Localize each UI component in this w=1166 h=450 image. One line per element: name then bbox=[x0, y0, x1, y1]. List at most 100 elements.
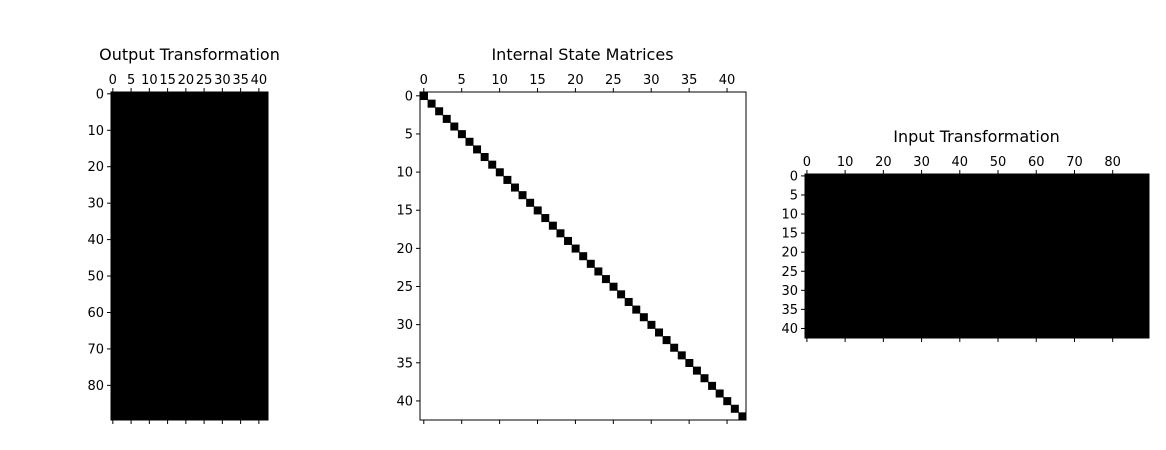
internal-state-diagonal-cell bbox=[677, 351, 686, 360]
internal-state-diagonal-cell bbox=[526, 198, 535, 207]
input-transformation-axes-frame bbox=[804, 173, 1150, 339]
input-transformation-y-tick-label: 35 bbox=[781, 303, 798, 318]
output-transformation-y-tick-label: 40 bbox=[87, 233, 104, 248]
internal-state-diagonal-cell bbox=[601, 275, 610, 284]
internal-state-x-tick-label: 25 bbox=[605, 73, 622, 88]
internal-state-diagonal-cell bbox=[579, 252, 588, 261]
internal-state-x-tick-label: 40 bbox=[719, 73, 736, 88]
internal-state-diagonal-cell bbox=[427, 99, 436, 108]
input-transformation-y-tick-label: 30 bbox=[781, 284, 798, 299]
input-transformation-y-tick-label: 40 bbox=[781, 322, 798, 337]
input-transformation-plot: 0 10 20 30 40 50 60 70 80 0 5 10 15 20 25 30 35 40 bbox=[781, 155, 1150, 342]
internal-state-diagonal-cell bbox=[624, 297, 633, 306]
internal-state-diagonal-cell bbox=[442, 114, 451, 123]
input-transformation-y-tick-label: 5 bbox=[790, 188, 798, 203]
internal-state-diagonal-cell bbox=[564, 236, 573, 245]
output-transformation-x-tick-label: 0 bbox=[109, 73, 117, 88]
internal-state-y-tick-label: 5 bbox=[405, 127, 413, 142]
internal-state-diagonal-cell bbox=[700, 374, 709, 383]
input-transformation-y-tick-label: 20 bbox=[781, 246, 798, 261]
output-transformation-y-tick-label: 70 bbox=[87, 342, 104, 357]
internal-state-x-tick-label: 35 bbox=[681, 73, 698, 88]
output-transformation-x-tick-label: 20 bbox=[178, 73, 195, 88]
input-transformation-y-tick-label: 25 bbox=[781, 265, 798, 280]
internal-state-diagonal-cell bbox=[488, 160, 497, 169]
output-transformation-title: Output Transformation bbox=[99, 45, 280, 64]
output-transformation-x-tick-label: 25 bbox=[196, 73, 213, 88]
input-transformation-panel: Input Transformation 0 10 20 30 40 50 60 70 80 0 5… bbox=[781, 127, 1150, 342]
internal-state-diagonal-cell bbox=[655, 328, 663, 337]
internal-state-diagonal-cell bbox=[632, 305, 641, 314]
output-transformation-x-tick-label: 15 bbox=[159, 73, 176, 88]
internal-state-diagonal-cell bbox=[685, 358, 694, 368]
output-transformation-y-tick-label: 20 bbox=[87, 160, 104, 175]
output-transformation-x-tick-label: 10 bbox=[141, 73, 158, 88]
output-transformation-y-tick-label: 80 bbox=[87, 379, 104, 394]
internal-state-title: Internal State Matrices bbox=[491, 45, 673, 64]
internal-state-y-tick-label: 30 bbox=[396, 318, 413, 333]
input-transformation-matrix-fill bbox=[805, 174, 1149, 338]
input-transformation-x-tick-label: 40 bbox=[952, 155, 969, 170]
internal-state-y-tick-label: 40 bbox=[396, 394, 413, 409]
internal-state-diagonal-cell bbox=[473, 145, 482, 154]
input-transformation-y-tick-label: 15 bbox=[781, 227, 798, 242]
internal-state-diagonal-cell bbox=[639, 313, 648, 322]
input-transformation-x-tick-label: 60 bbox=[1028, 155, 1045, 170]
output-transformation-y-tick-label: 30 bbox=[87, 197, 104, 212]
internal-state-diagonal-cell bbox=[692, 366, 701, 375]
internal-state-y-tick-label: 20 bbox=[396, 242, 413, 257]
internal-state-diagonal-cell bbox=[730, 404, 739, 413]
input-transformation-x-tick-label: 10 bbox=[837, 155, 854, 170]
output-transformation-y-tick-label: 0 bbox=[96, 87, 104, 102]
output-transformation-y-tick-label: 60 bbox=[87, 306, 104, 321]
output-transformation-axes-frame bbox=[110, 91, 269, 421]
internal-state-x-tick-label: 30 bbox=[643, 73, 660, 88]
input-transformation-y-tick-label: 10 bbox=[781, 208, 798, 223]
internal-state-diagonal-cell bbox=[518, 191, 527, 200]
internal-state-diagonal-cell bbox=[450, 122, 459, 131]
output-transformation-x-tick-label: 5 bbox=[127, 73, 135, 88]
internal-state-plot: 0 5 10 15 20 25 30 35 40 0 5 10 15 20 25 30 35 40 bbox=[396, 73, 747, 424]
internal-state-diagonal-cell bbox=[533, 206, 542, 215]
internal-state-diagonal-cell bbox=[670, 343, 679, 352]
internal-state-diagonal-cell bbox=[465, 137, 474, 146]
internal-state-diagonal-cell bbox=[541, 214, 550, 223]
internal-state-diagonal-cell bbox=[738, 412, 747, 421]
internal-state-diagonal-cell bbox=[420, 92, 428, 101]
output-transformation-y-tick-label: 10 bbox=[87, 124, 104, 139]
input-transformation-x-tick-label: 20 bbox=[875, 155, 892, 170]
input-transformation-x-tick-label: 30 bbox=[913, 155, 930, 170]
internal-state-y-tick-label: 15 bbox=[396, 204, 413, 219]
internal-state-diagonal-cell bbox=[495, 168, 504, 177]
input-transformation-x-tick-label: 70 bbox=[1066, 155, 1083, 170]
internal-state-diagonal-cell bbox=[586, 259, 595, 268]
internal-state-x-tick-label: 20 bbox=[567, 73, 584, 88]
internal-state-diagonal-cell bbox=[662, 336, 671, 345]
input-transformation-x-tick-label: 0 bbox=[803, 155, 811, 170]
output-transformation-matrix-fill bbox=[111, 92, 268, 420]
internal-state-x-tick-label: 10 bbox=[491, 73, 508, 88]
internal-state-diagonal-cell bbox=[503, 175, 512, 184]
internal-state-diagonal-cell bbox=[617, 290, 626, 299]
internal-state-x-tick-label: 15 bbox=[529, 73, 546, 88]
internal-state-x-tick-label: 5 bbox=[458, 73, 466, 88]
internal-state-diagonal-cell bbox=[435, 107, 444, 116]
output-transformation-x-tick-label: 35 bbox=[232, 73, 249, 88]
output-transformation-panel: Output Transformation 0 5 10 15 20 25 30 35 4001… bbox=[87, 45, 280, 424]
internal-state-diagonal-cell bbox=[594, 267, 603, 276]
internal-state-diagonal-cell bbox=[708, 381, 717, 390]
internal-state-diagonal-cell bbox=[510, 183, 519, 192]
input-transformation-title: Input Transformation bbox=[893, 127, 1060, 146]
internal-state-diagonal-cell bbox=[647, 320, 656, 329]
input-transformation-x-tick-label: 80 bbox=[1104, 155, 1121, 170]
internal-state-diagonal-cell bbox=[609, 282, 618, 291]
internal-state-x-tick-label: 0 bbox=[420, 73, 428, 88]
internal-state-panel: Internal State Matrices 0 5 10 15 20 25 30 35 40… bbox=[396, 45, 747, 424]
internal-state-diagonal-cell bbox=[715, 389, 724, 398]
output-transformation-x-tick-label: 40 bbox=[251, 73, 268, 88]
internal-state-axes-frame bbox=[419, 91, 747, 421]
internal-state-diagonal-cell bbox=[571, 244, 580, 253]
internal-state-y-tick-label: 0 bbox=[405, 89, 413, 104]
